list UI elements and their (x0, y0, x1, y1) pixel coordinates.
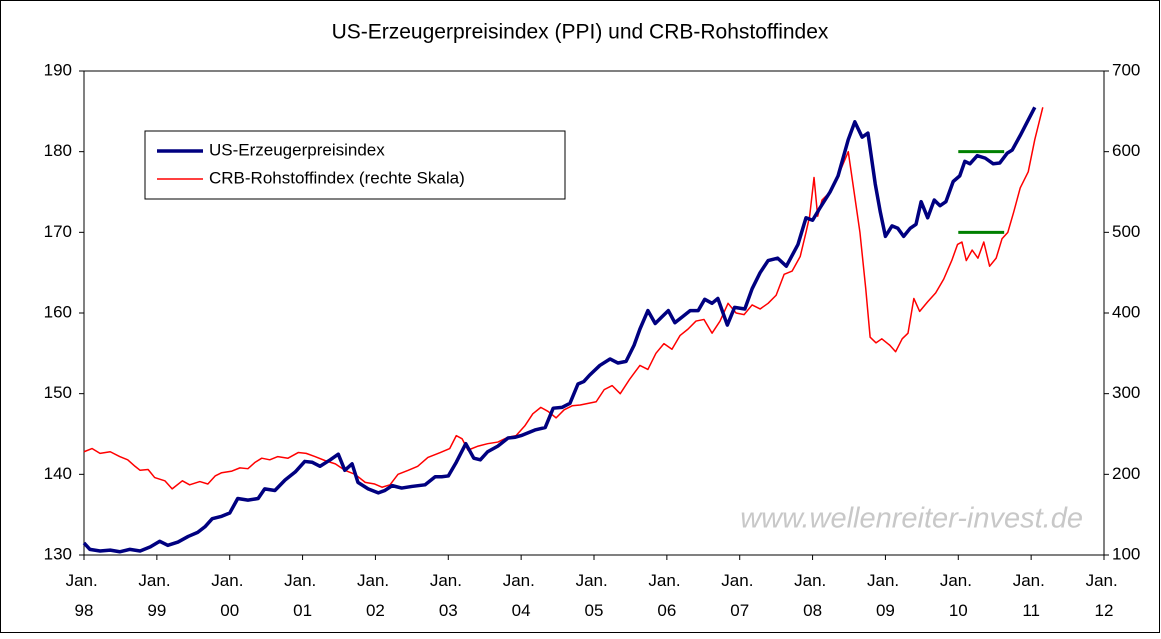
y2-tick-label: 200 (1112, 464, 1140, 483)
x-tick-label-line: Jan. (284, 571, 321, 590)
chart-title: US-Erzeugerpreisindex (PPI) und CRB-Rohs… (332, 21, 829, 44)
x-tick-label-line: 10 (949, 601, 968, 620)
x-tick-label-line: 12 (1095, 601, 1114, 620)
x-tick-label-line: 05 (585, 601, 604, 620)
y-tick-label: 160 (44, 302, 72, 321)
x-tick-label: Jan. 05 (576, 571, 613, 620)
x-tick-label-line: 03 (439, 601, 458, 620)
x-tick-label-line: Jan. (721, 571, 758, 590)
x-tick-label-line: 98 (75, 601, 94, 620)
series-line (82, 106, 1037, 554)
y-tick-label: 140 (44, 464, 72, 483)
x-tick-label-line: 08 (803, 601, 822, 620)
x-tick-label-line: 09 (876, 601, 895, 620)
x-tick-label-line: Jan. (648, 571, 685, 590)
x-tick-label-line: Jan. (940, 571, 977, 590)
x-tick-label: Jan. 98 (66, 571, 103, 620)
x-tick-label-line: Jan. (66, 571, 103, 590)
y-tick-label: 190 (44, 60, 72, 79)
x-tick-label: Jan. 01 (284, 571, 321, 620)
x-tick-label-line: Jan. (576, 571, 613, 590)
y2-tick-label: 700 (1112, 60, 1140, 79)
x-tick-label-line: 11 (1022, 601, 1040, 620)
x-tick-label-line: 99 (147, 601, 166, 620)
x-tick-label-line: Jan. (357, 571, 394, 590)
x-tick-label-line: Jan. (1086, 571, 1123, 590)
x-tick-label-line: 02 (366, 601, 385, 620)
y2-tick-label: 100 (1112, 544, 1140, 563)
watermark: www.wellenreiter-invest.de (740, 503, 1083, 535)
x-tick-label: Jan. 07 (721, 571, 758, 620)
y2-tick-label: 400 (1112, 302, 1140, 321)
x-tick-label: Jan. 04 (503, 571, 540, 620)
x-tick-label-line: 06 (657, 601, 676, 620)
y-tick-label: 130 (44, 544, 72, 563)
x-tick-label: Jan. 09 (867, 571, 904, 620)
x-tick-label-line: 01 (293, 601, 312, 620)
x-tick-label-line: Jan. (138, 571, 175, 590)
x-tick-label: Jan. 06 (648, 571, 685, 620)
x-tick-label: Jan. 11 (1013, 571, 1050, 620)
legend-label: CRB-Rohstoffindex (rechte Skala) (209, 168, 465, 187)
x-tick-label-line: Jan. (794, 571, 831, 590)
legend-box (144, 130, 566, 200)
x-tick-label: Jan. 10 (940, 571, 977, 620)
x-tick-label-line: Jan. (430, 571, 467, 590)
y2-tick-label: 500 (1112, 222, 1140, 241)
x-tick-label: Jan. 02 (357, 571, 394, 620)
x-tick-label-line: 07 (730, 601, 749, 620)
y2-tick-label: 300 (1112, 383, 1140, 402)
legend-label: US-Erzeugerpreisindex (209, 140, 385, 159)
y2-tick-label: 600 (1112, 141, 1140, 160)
series-line (83, 107, 1044, 490)
x-tick-label-line: Jan. (503, 571, 540, 590)
y-tick-label: 180 (44, 141, 72, 160)
y-tick-label: 170 (44, 222, 72, 241)
x-tick-label-line: Jan. (867, 571, 904, 590)
x-tick-label-line: Jan. (1013, 571, 1050, 590)
x-tick-label: Jan. 99 (138, 571, 175, 620)
x-tick-label: Jan. 03 (430, 571, 467, 620)
x-tick-label: Jan. 12 (1086, 571, 1123, 620)
y-tick-label: 150 (44, 383, 72, 402)
x-tick-label: Jan. 00 (211, 571, 248, 620)
x-tick-label-line: 00 (220, 601, 239, 620)
x-tick-label-line: Jan. (211, 571, 248, 590)
x-tick-label: Jan. 08 (794, 571, 831, 620)
x-tick-label-line: 04 (512, 601, 531, 620)
